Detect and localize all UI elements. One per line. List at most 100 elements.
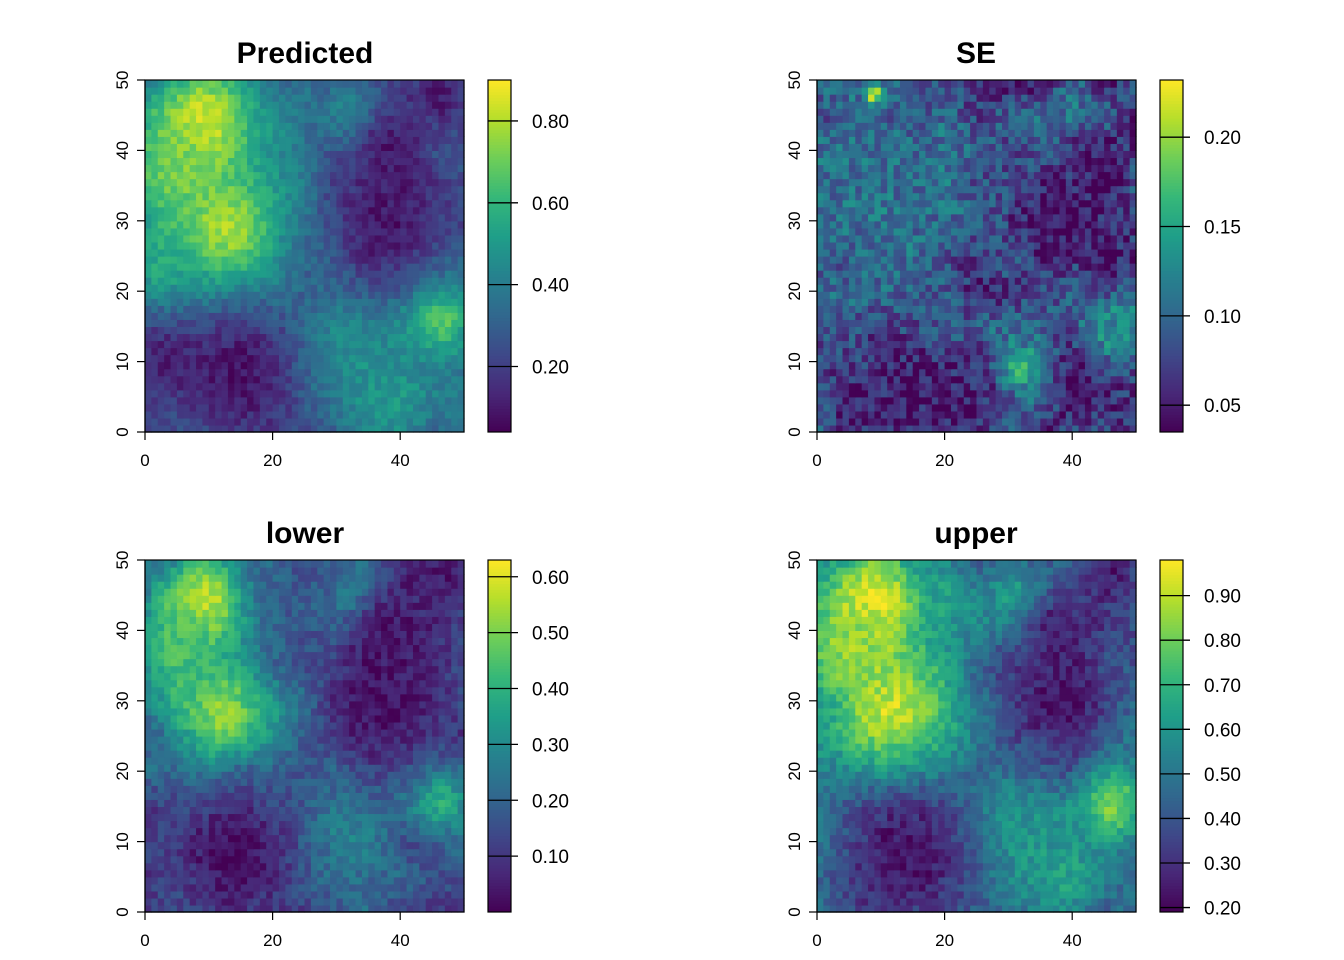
raster-cell: [1059, 354, 1067, 363]
raster-cell: [240, 150, 248, 159]
raster-cell: [183, 143, 191, 151]
raster-cell: [1129, 108, 1137, 116]
raster-cell: [266, 150, 274, 159]
raster-cell: [1091, 312, 1099, 320]
raster-cell: [1091, 291, 1099, 299]
raster-cell: [355, 206, 363, 215]
raster-cell: [899, 178, 907, 187]
raster-cell: [1065, 199, 1073, 208]
raster-cell: [342, 298, 350, 306]
raster-cell: [425, 277, 433, 285]
raster-cell: [919, 136, 927, 144]
raster-cell: [425, 361, 433, 370]
raster-cell: [266, 256, 274, 264]
raster-cell: [976, 157, 984, 166]
raster-cell: [899, 354, 907, 363]
raster-cell: [183, 87, 191, 95]
raster-cell: [368, 220, 376, 229]
raster-cell: [457, 305, 465, 313]
raster-cell: [298, 80, 306, 88]
raster-cell: [1123, 298, 1131, 306]
raster-cell: [381, 298, 389, 306]
raster-cell: [438, 192, 446, 201]
raster-cell: [412, 284, 420, 292]
raster-cell: [291, 192, 299, 201]
raster-cell: [406, 178, 414, 187]
raster-cell: [976, 375, 984, 384]
raster-cell: [848, 340, 856, 349]
raster-cell: [848, 171, 856, 180]
raster-cell: [317, 101, 325, 109]
raster-cell: [355, 115, 363, 123]
raster-cell: [400, 417, 408, 426]
raster-cell: [1078, 248, 1086, 257]
raster-cell: [906, 291, 914, 299]
raster-cell: [310, 80, 318, 88]
raster-cell: [912, 368, 920, 377]
raster-cell: [196, 248, 204, 257]
raster-cell: [950, 270, 958, 278]
raster-cell: [899, 389, 907, 398]
raster-cell: [151, 333, 159, 342]
raster-cell: [1129, 347, 1137, 356]
raster-cell: [1078, 361, 1086, 370]
raster-cell: [304, 241, 312, 250]
raster-cell: [342, 199, 350, 208]
raster-cell: [1059, 248, 1067, 257]
colorbar-segment: [488, 179, 511, 184]
raster-cell: [1021, 129, 1029, 137]
raster-cell: [151, 410, 159, 419]
raster-cell: [412, 347, 420, 356]
raster-cell: [1014, 171, 1022, 180]
raster-cell: [374, 298, 382, 306]
raster-cell: [387, 94, 395, 102]
raster-cell: [381, 150, 389, 159]
raster-cell: [247, 333, 255, 342]
raster-cell: [925, 410, 933, 419]
raster-cell: [1116, 263, 1124, 271]
raster-cell: [855, 150, 863, 159]
raster-cell: [419, 333, 427, 342]
raster-cell: [836, 319, 844, 327]
raster-cell: [317, 361, 325, 370]
raster-cell: [925, 277, 933, 285]
raster-cell: [919, 206, 927, 215]
raster-cell: [950, 178, 958, 187]
raster-cell: [272, 234, 280, 243]
raster-cell: [1084, 171, 1092, 180]
raster-cell: [931, 241, 939, 250]
raster-cell: [848, 122, 856, 130]
raster-cell: [227, 263, 235, 271]
raster-cell: [330, 213, 337, 222]
raster-cell: [170, 171, 178, 180]
raster-cell: [387, 234, 395, 243]
raster-cell: [432, 417, 440, 426]
raster-cell: [982, 424, 990, 433]
raster-cell: [874, 333, 882, 342]
raster-cell: [931, 150, 939, 159]
raster-cell: [259, 424, 267, 433]
raster-cell: [272, 403, 280, 412]
raster-cell: [989, 368, 997, 377]
raster-cell: [196, 326, 204, 335]
raster-cell: [989, 424, 997, 433]
raster-cell: [291, 234, 299, 243]
raster-cell: [1027, 284, 1035, 292]
raster-cell: [202, 256, 210, 264]
raster-cell: [247, 206, 255, 215]
raster-cell: [361, 333, 369, 342]
raster-cell: [189, 410, 197, 419]
raster-cell: [253, 157, 261, 166]
raster-cell: [1053, 417, 1061, 426]
raster-cell: [170, 305, 178, 313]
raster-cell: [304, 284, 312, 292]
raster-cell: [1002, 298, 1009, 306]
raster-cell: [957, 347, 965, 356]
raster-cell: [970, 199, 978, 208]
raster-cell: [976, 305, 984, 313]
raster-cell: [432, 80, 440, 88]
raster-cell: [995, 382, 1003, 391]
raster-cell: [368, 340, 376, 349]
raster-cell: [861, 199, 869, 208]
raster-cell: [419, 354, 427, 363]
